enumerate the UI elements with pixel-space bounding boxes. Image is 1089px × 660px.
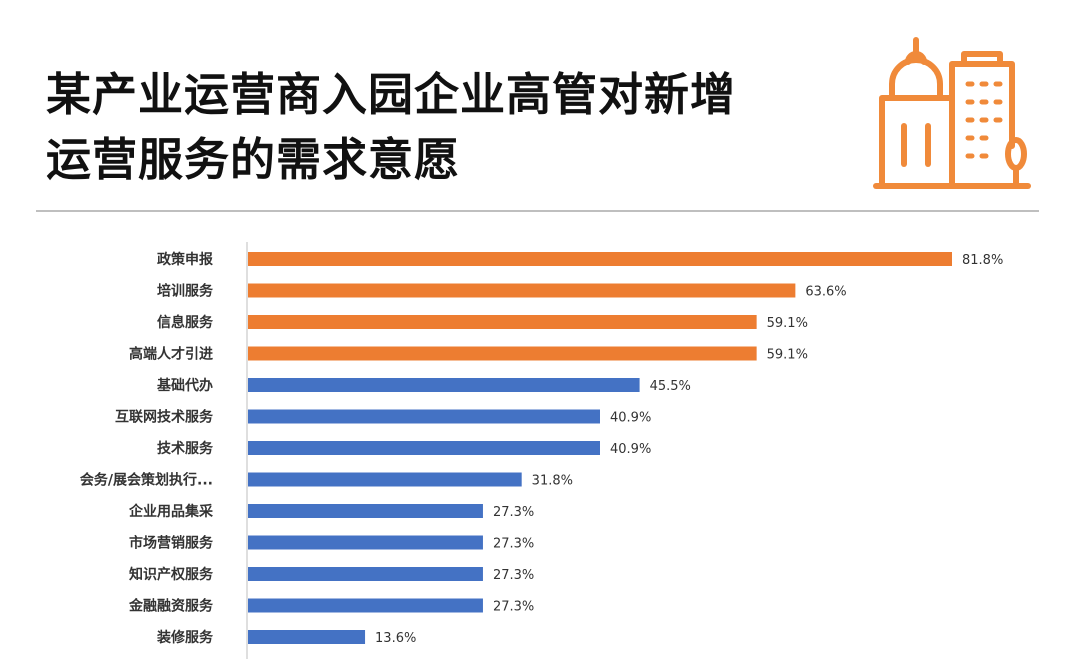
category-label: 装修服务 <box>156 629 214 646</box>
category-label: 政策申报 <box>157 251 213 268</box>
value-label: 27.3% <box>493 600 534 615</box>
category-label: 市场营销服务 <box>129 535 214 552</box>
title-divider <box>36 210 1039 212</box>
value-label: 27.3% <box>493 537 534 552</box>
title-line-1: 某产业运营商入园企业高管对新增 <box>46 68 737 121</box>
bar-10 <box>248 535 483 550</box>
page-title: 某产业运营商入园企业高管对新增 运营服务的需求意愿 <box>46 62 736 192</box>
value-label: 45.5% <box>650 379 691 394</box>
value-label: 40.9% <box>610 411 651 426</box>
value-label: 81.8% <box>962 253 1003 268</box>
bar-2 <box>248 283 796 298</box>
bar-13 <box>248 630 366 644</box>
title-line-2: 运营服务的需求意愿 <box>46 133 461 186</box>
value-label: 27.3% <box>493 505 534 520</box>
value-label: 31.8% <box>532 474 573 489</box>
value-label: 59.1% <box>767 316 808 331</box>
bar-9 <box>248 504 483 518</box>
category-label: 互联网技术服务 <box>115 409 214 426</box>
category-label: 知识产权服务 <box>129 566 214 583</box>
category-label: 技术服务 <box>157 440 214 457</box>
value-label: 63.6% <box>805 285 846 300</box>
bar-chart: 政策申报 81.8% 培训服务 63.6% 信息服务 59.1% 高端人才引进 59.1% 基础… <box>80 242 1003 659</box>
value-label: 40.9% <box>610 442 651 457</box>
bar-8 <box>248 472 522 487</box>
bar-5 <box>248 378 640 392</box>
category-label: 企业用品集采 <box>128 503 214 520</box>
category-label: 会务/展会策划执行... <box>80 472 213 489</box>
bar-3 <box>248 315 757 329</box>
value-label: 13.6% <box>375 631 416 646</box>
bar-11 <box>248 567 483 581</box>
category-label: 高端人才引进 <box>129 346 213 363</box>
value-label: 27.3% <box>493 568 534 583</box>
bar-6 <box>248 409 600 424</box>
bar-1 <box>248 252 952 266</box>
bar-4 <box>248 346 757 361</box>
bar-12 <box>248 598 483 613</box>
bar-7 <box>248 441 600 455</box>
category-label: 金融融资服务 <box>128 598 214 615</box>
building-icon <box>873 37 1031 189</box>
category-label: 培训服务 <box>157 283 214 300</box>
category-label: 信息服务 <box>157 314 214 331</box>
category-label: 基础代办 <box>157 377 213 394</box>
value-label: 59.1% <box>767 348 808 363</box>
